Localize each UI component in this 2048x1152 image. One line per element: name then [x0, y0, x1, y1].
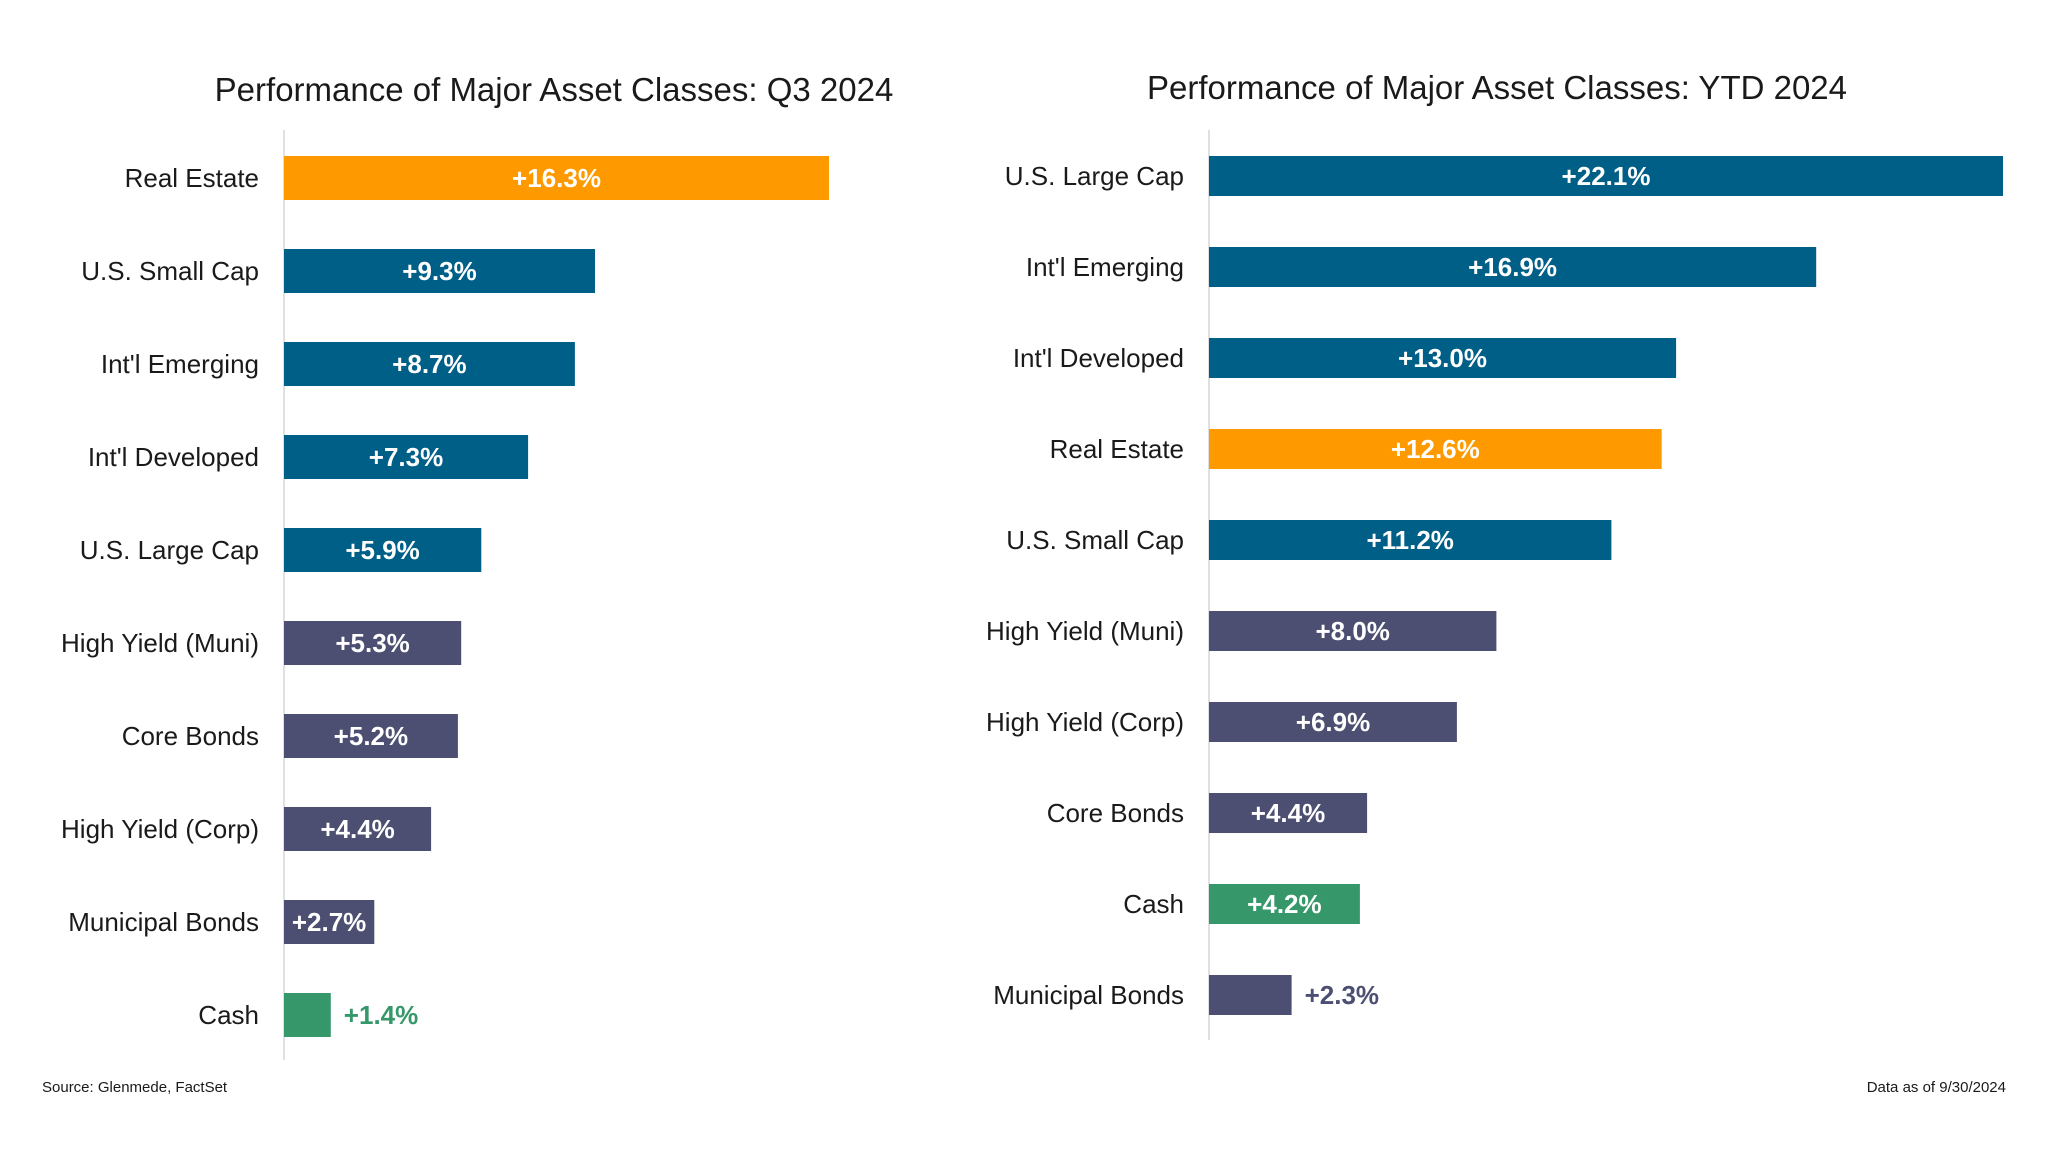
- bar-q3: [284, 528, 482, 572]
- data-label-ytd: +11.2%: [1366, 525, 1453, 555]
- bar-ytd: [1209, 520, 1612, 560]
- ytd-2024-chart: Performance of Major Asset Classes: YTD …: [986, 69, 2003, 1040]
- bar-q3: [284, 156, 829, 200]
- category-label-ytd: Cash: [1123, 889, 1184, 919]
- data-label-q3: +7.3%: [369, 442, 443, 472]
- data-label-q3: +5.2%: [334, 721, 408, 751]
- source-note: Source: Glenmede, FactSet: [42, 1079, 228, 1096]
- bar-ytd: [1209, 611, 1497, 651]
- category-label-q3: Municipal Bonds: [68, 907, 259, 937]
- category-label-ytd: Real Estate: [1050, 434, 1184, 464]
- data-label-ytd: +6.9%: [1296, 707, 1370, 737]
- bar-q3: [284, 714, 458, 758]
- category-label-ytd: Int'l Emerging: [1026, 252, 1184, 282]
- bar-q3: [284, 807, 432, 851]
- data-label-ytd: +4.4%: [1251, 798, 1325, 828]
- bar-ytd: [1209, 884, 1360, 924]
- data-label-ytd: +22.1%: [1562, 161, 1651, 191]
- bar-ytd: [1209, 702, 1457, 742]
- bar-ytd: [1209, 793, 1368, 833]
- data-as-of-note: Data as of 9/30/2024: [1866, 1079, 2006, 1096]
- q3-2024-chart: Performance of Major Asset Classes: Q3 2…: [61, 71, 893, 1060]
- category-label-ytd: Int'l Developed: [1013, 343, 1184, 373]
- category-label-q3: High Yield (Muni): [61, 628, 259, 658]
- bar-ytd: [1209, 429, 1662, 469]
- chart-title-ytd: Performance of Major Asset Classes: YTD …: [1147, 69, 1847, 106]
- category-label-ytd: High Yield (Muni): [986, 616, 1184, 646]
- data-label-q3: +9.3%: [402, 256, 476, 286]
- bar-ytd: [1209, 156, 2003, 196]
- data-label-ytd: +12.6%: [1391, 434, 1480, 464]
- data-label-ytd: +4.2%: [1247, 889, 1321, 919]
- category-label-ytd: Core Bonds: [1047, 798, 1184, 828]
- bar-q3: [284, 342, 575, 386]
- category-label-q3: Core Bonds: [122, 721, 259, 751]
- bar-q3: [284, 900, 375, 944]
- chart-title-q3: Performance of Major Asset Classes: Q3 2…: [215, 71, 894, 108]
- category-label-ytd: U.S. Small Cap: [1006, 525, 1184, 555]
- data-label-ytd: +2.3%: [1305, 980, 1379, 1010]
- bar-q3: [284, 435, 529, 479]
- category-label-q3: Int'l Emerging: [101, 349, 259, 379]
- category-label-q3: Real Estate: [125, 163, 259, 193]
- category-label-q3: Cash: [198, 1000, 259, 1030]
- bar-q3: [284, 993, 331, 1037]
- bar-ytd: [1209, 338, 1677, 378]
- data-label-q3: +2.7%: [292, 907, 366, 937]
- category-label-q3: U.S. Small Cap: [81, 256, 259, 286]
- category-label-ytd: U.S. Large Cap: [1005, 161, 1184, 191]
- bar-ytd: [1209, 247, 1817, 287]
- data-label-q3: +16.3%: [512, 163, 601, 193]
- category-label-q3: U.S. Large Cap: [80, 535, 259, 565]
- category-label-q3: High Yield (Corp): [61, 814, 259, 844]
- data-label-q3: +5.9%: [345, 535, 419, 565]
- category-label-ytd: High Yield (Corp): [986, 707, 1184, 737]
- data-label-q3: +1.4%: [344, 1000, 418, 1030]
- category-label-ytd: Municipal Bonds: [993, 980, 1184, 1010]
- data-label-q3: +5.3%: [335, 628, 409, 658]
- data-label-ytd: +16.9%: [1468, 252, 1557, 282]
- data-label-q3: +4.4%: [320, 814, 394, 844]
- data-label-q3: +8.7%: [392, 349, 466, 379]
- data-label-ytd: +8.0%: [1315, 616, 1389, 646]
- category-label-q3: Int'l Developed: [88, 442, 259, 472]
- data-label-ytd: +13.0%: [1398, 343, 1487, 373]
- bar-ytd: [1209, 975, 1292, 1015]
- bar-q3: [284, 621, 462, 665]
- bar-q3: [284, 249, 595, 293]
